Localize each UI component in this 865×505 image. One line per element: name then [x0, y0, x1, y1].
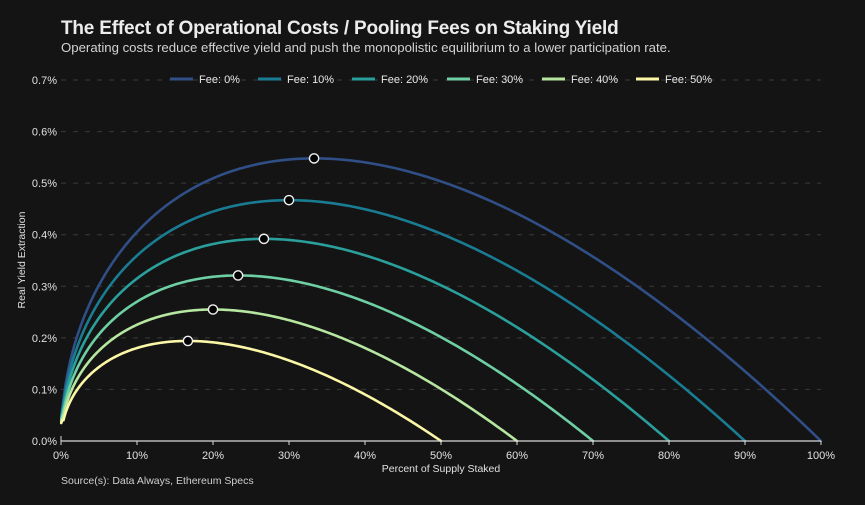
- peak-marker-fee-10: [283, 194, 295, 206]
- legend: Fee: 0% Fee: 10% Fee: 20% Fee: 30% Fee: 40% F…: [170, 74, 712, 86]
- x-tick-label: 0%: [53, 450, 69, 462]
- chart-title: The Effect of Operational Costs / Poolin…: [61, 18, 619, 39]
- x-tick-label: 100%: [807, 450, 835, 462]
- series-line-fee-50: [59, 339, 443, 443]
- axes: 0.0% 0.1% 0.2% 0.3% 0.4% 0.5% 0.6% 0.7% 0% 10% 20%…: [32, 75, 835, 462]
- legend-item: Fee: 50%: [636, 74, 712, 86]
- peak-marker-fee-30: [232, 270, 244, 281]
- chart-source: Source(s): Data Always, Ethereum Specs: [61, 475, 254, 487]
- legend-label: Fee: 50%: [665, 74, 712, 86]
- x-tick-label: 70%: [582, 450, 604, 462]
- peak-marker-fee-50: [182, 335, 194, 347]
- y-axis-title: Real Yield Extraction: [16, 211, 28, 308]
- legend-item: Fee: 30%: [447, 74, 523, 86]
- y-tick-label: 0.3%: [32, 281, 57, 293]
- legend-label: Fee: 20%: [381, 74, 428, 86]
- y-tick-label: 0.2%: [32, 333, 57, 345]
- x-tick-label: 90%: [734, 450, 756, 462]
- x-tick-label: 10%: [126, 450, 148, 462]
- x-tick-label: 50%: [430, 450, 452, 462]
- legend-item: Fee: 10%: [258, 74, 334, 86]
- y-tick-label: 0.0%: [32, 436, 57, 448]
- legend-label: Fee: 10%: [287, 74, 334, 86]
- y-tick-label: 0.7%: [32, 75, 57, 87]
- series-line-fee-20: [59, 237, 671, 443]
- chart-subtitle: Operating costs reduce effective yield a…: [61, 40, 671, 55]
- series-line-fee-10: [59, 198, 747, 443]
- series-lines: [59, 157, 823, 443]
- x-tick-label: 80%: [658, 450, 680, 462]
- peak-marker-fee-0: [308, 153, 320, 164]
- x-tick-label: 30%: [278, 450, 300, 462]
- y-tick-label: 0.6%: [32, 127, 57, 139]
- legend-label: Fee: 40%: [571, 74, 618, 86]
- peak-marker-fee-20: [258, 233, 270, 245]
- peak-marker-fee-40: [207, 304, 219, 315]
- legend-item: Fee: 40%: [542, 74, 618, 86]
- x-axis-title: Percent of Supply Staked: [382, 463, 501, 475]
- legend-item: Fee: 0%: [170, 74, 240, 86]
- x-tick-label: 40%: [354, 450, 376, 462]
- legend-item: Fee: 20%: [352, 74, 428, 86]
- series-line-fee-30: [59, 274, 595, 443]
- y-tick-label: 0.1%: [32, 384, 57, 396]
- y-tick-label: 0.4%: [32, 230, 57, 242]
- series-line-fee-0: [59, 157, 823, 443]
- y-tick-label: 0.5%: [32, 178, 57, 190]
- peak-markers: [182, 153, 320, 347]
- legend-label: Fee: 30%: [476, 74, 523, 86]
- series-line-fee-40: [59, 308, 519, 443]
- x-tick-label: 60%: [506, 450, 528, 462]
- legend-label: Fee: 0%: [199, 74, 240, 86]
- x-tick-label: 20%: [202, 450, 224, 462]
